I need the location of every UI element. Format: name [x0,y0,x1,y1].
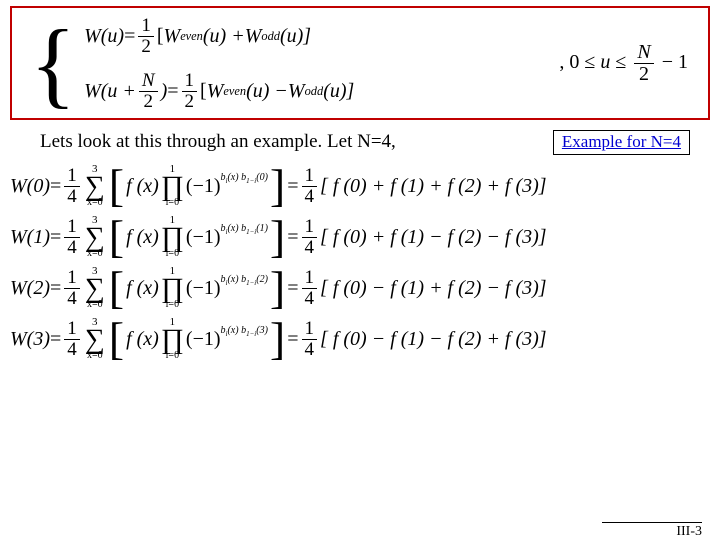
walsh-equation-3: W(3) = 143∑x=0[f (x)1∏i=0(−1)bi(x) b1−i(… [10,318,710,361]
range-condition: , 0 ≤ u ≤ N2 − 1 [559,42,688,85]
transition-text: Lets look at this through an example. Le… [40,131,396,153]
transition-row: Lets look at this through an example. Le… [40,130,690,155]
equation-even-plus-odd: W(u) = 12 [ Weven (u) + Wodd (u)] [84,16,354,57]
left-brace: { [30,23,76,105]
walsh-equation-1: W(1) = 143∑x=0[f (x)1∏i=0(−1)bi(x) b1−i(… [10,216,710,259]
example-link[interactable]: Example for N=4 [562,132,681,151]
definition-box: { W(u) = 12 [ Weven (u) + Wodd (u)] W(u … [10,6,710,120]
example-link-box[interactable]: Example for N=4 [553,130,690,155]
walsh-equations: W(0) = 143∑x=0[f (x)1∏i=0(−1)bi(x) b1−i(… [10,165,710,361]
walsh-equation-0: W(0) = 143∑x=0[f (x)1∏i=0(−1)bi(x) b1−i(… [10,165,710,208]
page-number: III-3 [602,522,702,540]
brace-group: { W(u) = 12 [ Weven (u) + Wodd (u)] W(u … [30,16,354,112]
walsh-equation-2: W(2) = 143∑x=0[f (x)1∏i=0(−1)bi(x) b1−i(… [10,267,710,310]
system-equations: W(u) = 12 [ Weven (u) + Wodd (u)] W(u + … [84,16,354,112]
equation-even-minus-odd: W(u + N2 ) = 12 [ Weven (u) − Wodd (u)] [84,71,354,112]
